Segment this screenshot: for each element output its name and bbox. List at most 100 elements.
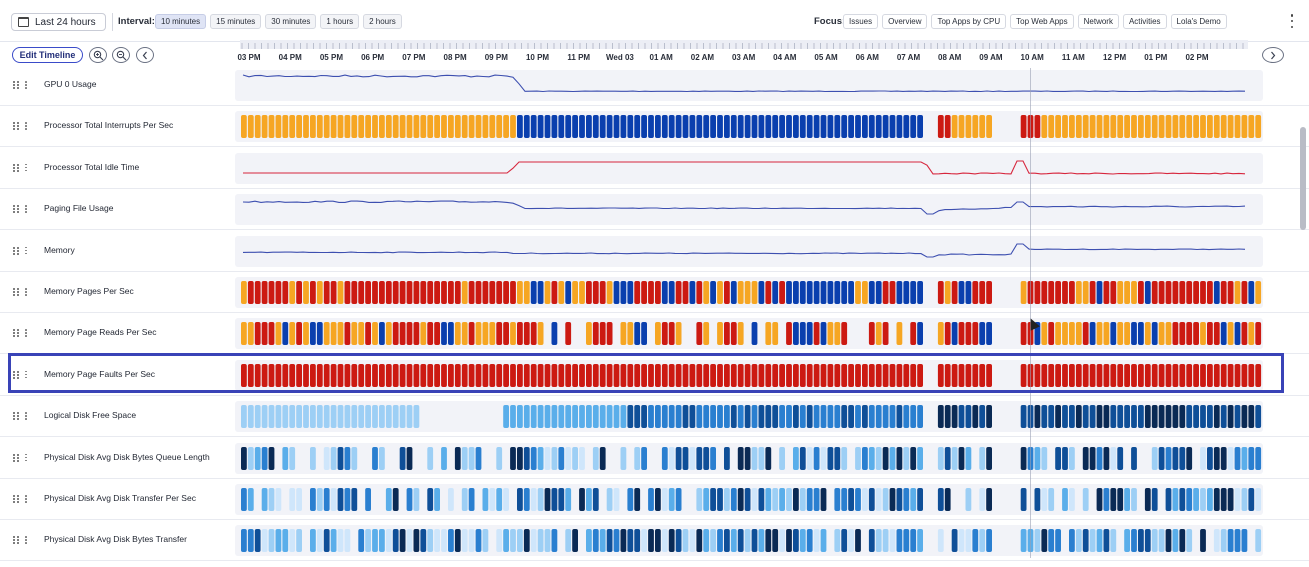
timeline-ruler[interactable]: [240, 40, 1248, 49]
interval-chip[interactable]: 10 minutes: [155, 14, 207, 29]
heatmap-cell: [979, 281, 986, 304]
metric-row[interactable]: GPU 0 Usage: [0, 65, 1309, 106]
heatmap-cell: [862, 115, 868, 139]
row-menu-icon[interactable]: [25, 122, 27, 130]
heatmap-cell: [468, 529, 475, 553]
more-options-icon[interactable]: [1290, 14, 1294, 28]
heatmap-cell: [454, 115, 461, 139]
heatmap-cell: [724, 446, 730, 470]
row-menu-icon[interactable]: [25, 370, 27, 379]
heatmap-cell: [434, 529, 440, 553]
heatmap-cell: [1241, 322, 1248, 346]
heatmap-cell: [689, 529, 696, 553]
drag-handle-icon[interactable]: [13, 246, 19, 255]
metric-row[interactable]: Processor Total Idle Time: [0, 148, 1309, 189]
heatmap-cell: [413, 281, 420, 304]
metric-row[interactable]: Paging File Usage: [0, 189, 1309, 231]
focus-chip[interactable]: Issues: [843, 14, 879, 29]
heatmap-cell: [268, 281, 275, 304]
heatmap-cell: [330, 488, 337, 511]
vertical-scrollbar[interactable]: [1300, 127, 1306, 230]
heatmap-cell: [468, 446, 475, 470]
drag-handle-icon[interactable]: [13, 536, 19, 545]
drag-handle-icon[interactable]: [13, 163, 19, 172]
heatmap-cell: [1103, 363, 1110, 387]
metric-track[interactable]: [235, 194, 1263, 226]
drag-handle-icon[interactable]: [13, 288, 19, 296]
interval-chip[interactable]: 15 minutes: [210, 14, 262, 29]
heatmap-cell: [496, 322, 503, 346]
heatmap-cell: [1069, 363, 1075, 387]
heatmap-cell: [261, 322, 268, 346]
heatmap-cell: [1041, 446, 1048, 470]
toolbar-divider: [112, 13, 113, 31]
metric-track[interactable]: [235, 235, 1263, 267]
row-menu-icon[interactable]: [25, 329, 27, 337]
metric-row[interactable]: Memory Page Reads Per Sec: [0, 313, 1309, 355]
row-menu-icon[interactable]: [25, 453, 27, 462]
drag-handle-icon[interactable]: [13, 495, 19, 503]
heatmap-cell: [1193, 322, 1199, 346]
zoom-out-icon[interactable]: [112, 47, 130, 63]
row-menu-icon[interactable]: [25, 205, 27, 213]
drag-handle-icon[interactable]: [13, 81, 19, 89]
heatmap-cell: [1117, 322, 1124, 346]
metric-row[interactable]: Physical Disk Avg Disk Bytes Queue Lengt…: [0, 438, 1309, 479]
interval-chip[interactable]: 30 minutes: [265, 14, 317, 29]
row-menu-icon[interactable]: [25, 81, 27, 89]
heatmap-cell: [1186, 363, 1193, 387]
focus-chip[interactable]: Lola's Demo: [1170, 14, 1227, 29]
heatmap-cell: [599, 115, 606, 139]
heatmap-cell: [682, 281, 689, 304]
metric-row[interactable]: Logical Disk Free Space: [0, 396, 1309, 438]
heatmap-cell: [247, 322, 254, 346]
metric-row[interactable]: Memory Pages Per Sec: [0, 272, 1309, 313]
edit-timeline-button[interactable]: Edit Timeline: [12, 47, 83, 63]
metric-row[interactable]: Memory: [0, 231, 1309, 272]
interval-chip[interactable]: 2 hours: [363, 14, 402, 29]
heatmap-cell: [1220, 322, 1227, 346]
chevron-right-icon[interactable]: [1262, 47, 1284, 63]
focus-chip[interactable]: Network: [1077, 14, 1119, 29]
row-menu-icon[interactable]: [25, 412, 27, 420]
drag-handle-icon[interactable]: [13, 329, 19, 338]
drag-handle-icon[interactable]: [13, 453, 19, 462]
drag-handle-icon[interactable]: [13, 205, 19, 214]
metric-row[interactable]: Physical Disk Avg Disk Bytes Transfer: [0, 520, 1309, 562]
focus-chip[interactable]: Overview: [882, 14, 928, 29]
heatmap-cell: [461, 322, 468, 346]
heatmap-cell: [834, 405, 841, 429]
time-range-button[interactable]: Last 24 hours: [11, 13, 106, 31]
metric-track[interactable]: [235, 152, 1263, 184]
interval-chip[interactable]: 1 hours: [320, 14, 360, 29]
focus-chip[interactable]: Top Web Apps: [1010, 14, 1074, 29]
chevron-left-icon[interactable]: [136, 47, 154, 63]
heatmap-cell: [765, 405, 772, 429]
metric-label: Logical Disk Free Space: [44, 410, 137, 421]
heatmap-cell: [1172, 488, 1179, 511]
drag-handle-icon[interactable]: [13, 370, 19, 379]
heatmap-cell: [627, 322, 634, 346]
row-menu-icon[interactable]: [25, 495, 27, 503]
focus-chip[interactable]: Activities: [1122, 14, 1167, 29]
heatmap-cell: [1241, 529, 1248, 553]
row-menu-icon[interactable]: [25, 246, 27, 255]
heatmap-cell: [1186, 405, 1193, 429]
metric-track[interactable]: [235, 70, 1263, 101]
heatmap-cell: [599, 446, 606, 470]
zoom-in-icon[interactable]: [89, 47, 107, 63]
metric-row[interactable]: Physical Disk Avg Disk Transfer Per Sec: [0, 479, 1309, 520]
heatmap-cell: [1048, 281, 1055, 304]
metric-row[interactable]: Processor Total Interrupts Per Sec: [0, 106, 1309, 148]
drag-handle-icon[interactable]: [13, 122, 19, 131]
row-menu-icon[interactable]: [25, 288, 27, 296]
focus-chip[interactable]: Top Apps by CPU: [931, 14, 1007, 29]
heatmap-cell: [786, 529, 792, 553]
heatmap-cell: [958, 363, 965, 387]
heatmap-cell: [1234, 115, 1241, 139]
row-menu-icon[interactable]: [25, 163, 27, 172]
metric-row[interactable]: Memory Page Faults Per Sec: [0, 355, 1309, 396]
heatmap-cell: [951, 363, 958, 387]
drag-handle-icon[interactable]: [13, 412, 19, 421]
row-menu-icon[interactable]: [25, 536, 27, 544]
